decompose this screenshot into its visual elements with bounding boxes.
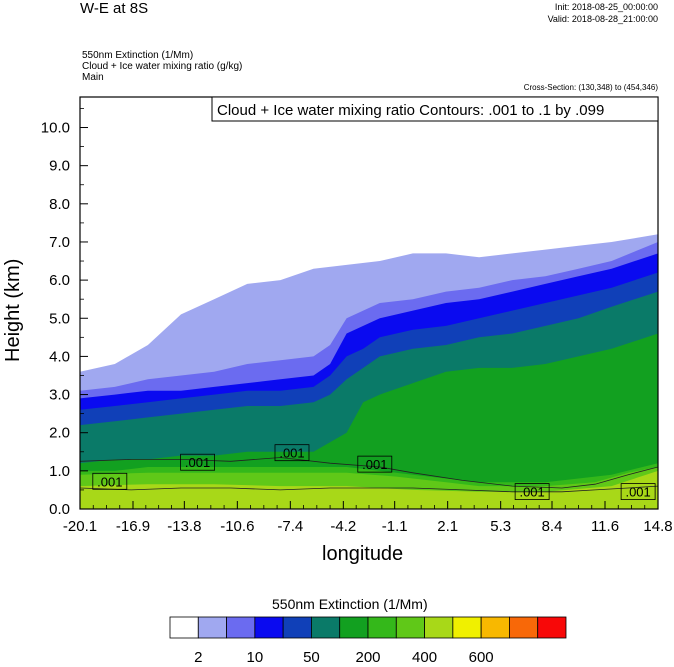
x-axis: -20.1 -16.9 -13.8 -10.6 -7.4 -4.2 -1.1 2.1 5.3 8.…: [63, 501, 673, 535]
x-tick-label: 14.8: [643, 518, 672, 535]
valid-time: Valid: 2018-08-28_21:00:00: [547, 14, 658, 24]
field-extinction: 550nm Extinction (1/Mm): [82, 50, 194, 61]
colorbar-tick-label: 10: [247, 649, 264, 666]
y-tick-label: 8.0: [49, 196, 70, 213]
y-tick-label: 9.0: [49, 158, 70, 175]
field-domain: Main: [82, 72, 104, 83]
colorbar-tick-label: 50: [303, 649, 320, 666]
y-axis-label: Height (km): [2, 258, 24, 362]
contour-label-0: .001: [92, 472, 128, 490]
init-time: Init: 2018-08-25_00:00:00: [554, 2, 658, 12]
svg-text:.001: .001: [519, 485, 544, 500]
colorbar-swatch: [452, 616, 482, 639]
field-mixing-ratio: Cloud + Ice water mixing ratio (g/kg): [82, 61, 243, 72]
mixing-ratio-contour-0: [80, 457, 658, 489]
colorbar-swatch: [226, 616, 256, 639]
y-axis: 0.0 1.0 2.0 3.0 4.0 5.0 6.0 7.0 8.0 9.0 10.0: [41, 108, 88, 518]
contour-label-2: .001: [274, 444, 310, 462]
x-tick-label: 2.1: [437, 518, 458, 535]
filled-contours: [80, 234, 658, 509]
y-tick-label: 6.0: [49, 272, 70, 289]
colorbar-swatch: [424, 616, 454, 639]
colorbar-swatch: [254, 616, 284, 639]
colorbar-tick-label: 400: [412, 649, 437, 666]
svg-text:.001: .001: [279, 446, 304, 461]
contour-label-4: .001: [514, 483, 550, 500]
x-tick-label: 8.4: [542, 518, 563, 535]
svg-text:.001: .001: [362, 457, 387, 472]
contour-label-3: .001: [357, 455, 393, 473]
x-tick-label: 11.6: [591, 518, 619, 535]
contour-lines: [80, 457, 658, 493]
mixing-ratio-contour-1: [80, 485, 658, 493]
contour-label-1: .001: [180, 453, 215, 471]
y-tick-label: 7.0: [49, 234, 70, 251]
x-tick-label: -10.6: [220, 518, 254, 535]
contour-label-5: .001: [620, 483, 656, 500]
colorbar-swatch: [169, 616, 199, 639]
y-tick-label: 10.0: [41, 120, 70, 137]
contour-title: Cloud + Ice water mixing ratio Contours:…: [217, 102, 604, 119]
y-tick-label: 4.0: [49, 348, 70, 365]
y-tick-label: 3.0: [49, 387, 70, 404]
x-tick-label: -1.1: [382, 518, 408, 535]
colorbar-swatch: [282, 616, 312, 639]
colorbar-swatch: [395, 616, 425, 639]
x-tick-label: -7.4: [277, 518, 303, 535]
chart-title: W-E at 8S: [80, 0, 149, 17]
colorbar-swatch: [509, 616, 539, 639]
cross-section-label: Cross-Section: (130,348) to (454,346): [523, 83, 658, 92]
colorbar: 2 10 50 200 400 600: [169, 616, 567, 666]
y-tick-label: 1.0: [49, 463, 70, 480]
colorbar-swatch: [197, 616, 227, 639]
colorbar-swatch: [339, 616, 369, 639]
colorbar-swatch: [367, 616, 397, 639]
x-tick-label: -13.8: [167, 518, 201, 535]
x-tick-label: -16.9: [116, 518, 150, 535]
colorbar-title: 550nm Extinction (1/Mm): [272, 596, 428, 612]
colorbar-swatch: [311, 616, 341, 639]
x-tick-label: -20.1: [63, 518, 97, 535]
x-tick-label: -4.2: [330, 518, 356, 535]
contour-title-box: Cloud + Ice water mixing ratio Contours:…: [211, 96, 659, 122]
contour-labels: .001 .001 .001 .001 .001 .001: [92, 444, 656, 500]
colorbar-tick-label: 200: [355, 649, 380, 666]
colorbar-swatch: [480, 616, 510, 639]
contour-level-5: [80, 333, 658, 509]
colorbar-swatch: [537, 616, 567, 639]
svg-text:.001: .001: [625, 485, 650, 500]
y-tick-label: 2.0: [49, 425, 70, 442]
contour-level-8: [80, 470, 658, 509]
field-list: 550nm Extinction (1/Mm) Cloud + Ice wate…: [82, 50, 242, 83]
x-tick-label: 5.3: [490, 518, 511, 535]
svg-text:.001: .001: [97, 474, 122, 489]
y-tick-label: 5.0: [49, 310, 70, 327]
x-axis-label: longitude: [322, 543, 404, 565]
colorbar-tick-label: 600: [469, 649, 494, 666]
svg-text:.001: .001: [185, 455, 210, 470]
colorbar-tick-label: 2: [194, 649, 202, 666]
y-tick-label: 0.0: [49, 501, 70, 518]
